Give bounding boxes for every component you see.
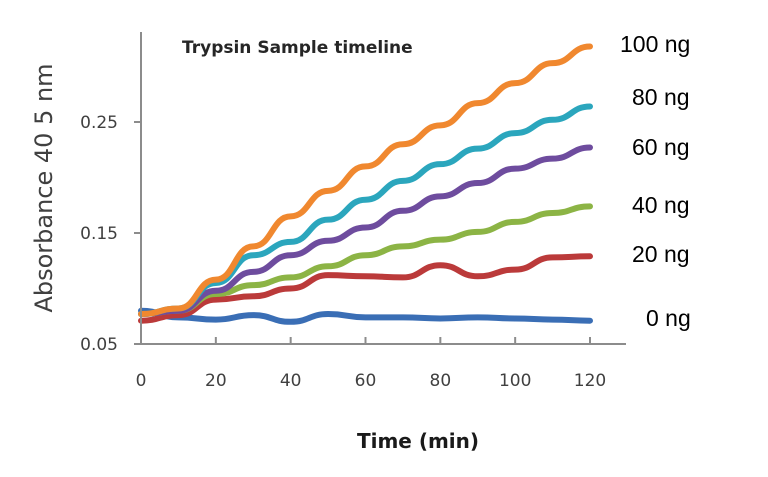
x-tick-label: 40 [280, 371, 302, 391]
series-line-20-ng [138, 253, 593, 324]
series-line-80-ng [138, 103, 593, 318]
y-axis-ticks: 0.05 0.15 0.25 [80, 113, 141, 355]
series-label: 40 ng [632, 192, 690, 218]
series-label: 80 ng [632, 84, 690, 110]
series-lines [138, 43, 593, 325]
x-axis-ticks: 0 20 40 60 80 100 120 [136, 337, 606, 391]
x-axis-label: Time (min) [357, 429, 479, 453]
x-tick-label: 0 [136, 371, 147, 391]
series-label: 100 ng [620, 31, 690, 57]
y-tick-label: 0.25 [80, 113, 118, 133]
series-label: 0 ng [646, 305, 691, 331]
series-line-60-ng [138, 144, 593, 318]
series-labels: 100 ng 80 ng 60 ng 40 ng 20 ng 0 ng [620, 31, 691, 331]
y-tick-label: 0.05 [80, 335, 118, 355]
y-axis-label: Absorbance 40 5 nm [30, 63, 58, 312]
series-label: 60 ng [632, 134, 690, 160]
series-line-100-ng [138, 43, 593, 318]
x-tick-label: 60 [355, 371, 377, 391]
y-tick-label: 0.15 [80, 224, 118, 244]
x-tick-label: 100 [499, 371, 531, 391]
series-label: 20 ng [632, 241, 690, 267]
x-tick-label: 120 [574, 371, 606, 391]
x-tick-label: 20 [205, 371, 227, 391]
chart-title: Trypsin Sample timeline [182, 38, 413, 58]
x-tick-label: 80 [430, 371, 452, 391]
series-line-0-ng [138, 307, 593, 325]
series-line-40-ng [138, 203, 593, 318]
